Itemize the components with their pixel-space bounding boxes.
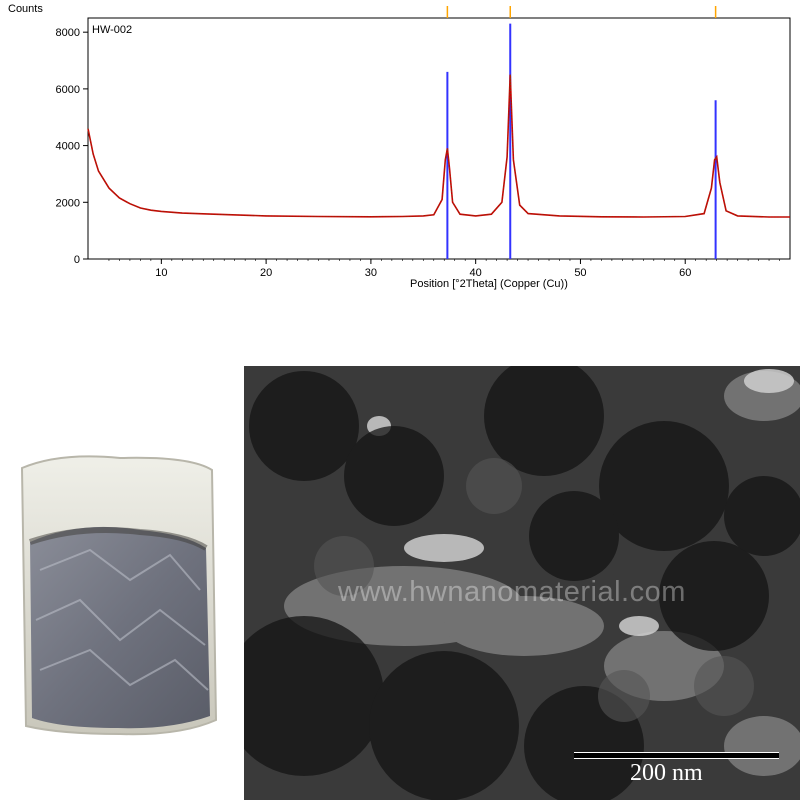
y-tick-label: 2000	[56, 197, 80, 209]
x-axis-label: Position [°2Theta] (Copper (Cu))	[410, 278, 568, 290]
product-photo	[0, 430, 232, 800]
x-tick-label: 30	[365, 267, 377, 279]
axis-ticks: 10 20 30 40 50 60 0 2000 4000 6000 8000	[56, 27, 780, 279]
y-tick-label: 4000	[56, 141, 80, 153]
series-line-overlay	[87, 74, 790, 218]
y-tick-label: 0	[74, 254, 80, 266]
data-series	[87, 74, 790, 218]
chart-title: HW-002	[92, 24, 132, 36]
x-tick-label: 40	[470, 267, 482, 279]
y-tick-label: 6000	[56, 84, 80, 96]
tem-micrograph	[244, 366, 800, 800]
xrd-chart: Counts HW-002 10 20 30 40 50 60 0 2000 4000 6000 8…	[8, 3, 791, 290]
x-tick-label: 20	[260, 267, 272, 279]
tem-image: www.hwnanomaterial.com 200 nm	[244, 366, 800, 800]
y-tick-label: 8000	[56, 27, 80, 39]
scale-bar	[574, 752, 779, 759]
powder-bag-image	[20, 455, 218, 736]
x-tick-label: 50	[574, 267, 586, 279]
peak-markers	[446, 6, 717, 18]
x-tick-label: 10	[155, 267, 167, 279]
x-tick-label: 60	[679, 267, 691, 279]
y-axis-label: Counts	[8, 3, 43, 15]
plot-frame	[87, 17, 791, 260]
reference-peaks	[446, 23, 717, 259]
scale-bar-label: 200 nm	[630, 760, 703, 786]
watermark-text: www.hwnanomaterial.com	[338, 576, 686, 608]
